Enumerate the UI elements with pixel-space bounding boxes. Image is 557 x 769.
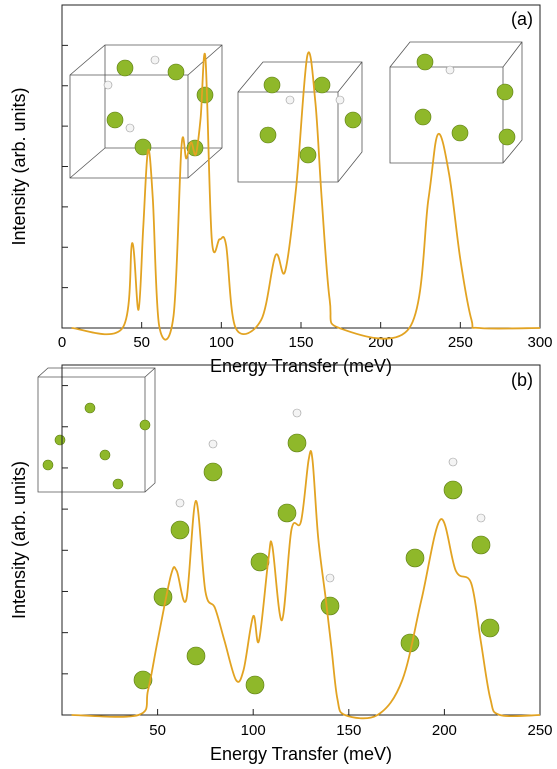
- plot-frame: [61, 4, 541, 329]
- x-tick-label: 0: [58, 334, 66, 351]
- x-tick-label: 50: [133, 334, 150, 351]
- plot-frame: [61, 364, 541, 716]
- x-tick-label: 200: [368, 334, 393, 351]
- intensity-curve: [71, 51, 541, 341]
- y-axis-label: Intensity (arb. units): [9, 87, 29, 245]
- x-tick-label: 150: [336, 722, 361, 739]
- x-axis-label: Energy Transfer (meV): [210, 744, 392, 764]
- x-tick-label: 50: [149, 722, 166, 739]
- x-tick-label: 250: [527, 722, 552, 739]
- y-axis-label: Intensity (arb. units): [9, 461, 29, 619]
- panel-label: (b): [511, 370, 533, 390]
- x-tick-label: 200: [432, 722, 457, 739]
- panel-label: (a): [511, 9, 533, 29]
- x-axis-label: Energy Transfer (meV): [210, 356, 392, 376]
- intensity-curve: [71, 450, 541, 720]
- x-tick-label: 300: [527, 334, 552, 351]
- x-tick-label: 250: [448, 334, 473, 351]
- structure-illustrations: [37, 41, 523, 695]
- x-tick-label: 150: [288, 334, 313, 351]
- x-tick-label: 100: [241, 722, 266, 739]
- x-tick-label: 100: [209, 334, 234, 351]
